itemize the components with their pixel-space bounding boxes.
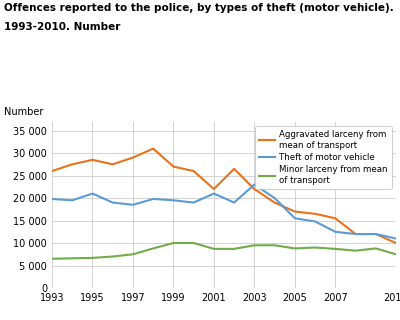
Theft of motor vehicle [313, 220, 318, 223]
Minor larceny from mean
of transport [90, 256, 95, 260]
Theft of motor vehicle [272, 196, 277, 200]
Theft of motor vehicle [171, 198, 176, 202]
Minor larceny from mean
of transport [252, 243, 257, 247]
Aggravated larceny from
mean of transport [353, 232, 358, 236]
Minor larceny from mean
of transport [272, 243, 277, 247]
Line: Aggravated larceny from
mean of transport: Aggravated larceny from mean of transpor… [52, 148, 396, 243]
Theft of motor vehicle [191, 201, 196, 204]
Aggravated larceny from
mean of transport [171, 165, 176, 169]
Theft of motor vehicle [373, 232, 378, 236]
Line: Minor larceny from mean
of transport: Minor larceny from mean of transport [52, 243, 396, 259]
Theft of motor vehicle [232, 201, 236, 204]
Minor larceny from mean
of transport [212, 247, 216, 251]
Aggravated larceny from
mean of transport [212, 187, 216, 191]
Theft of motor vehicle [130, 203, 135, 207]
Aggravated larceny from
mean of transport [50, 169, 54, 173]
Minor larceny from mean
of transport [151, 246, 156, 250]
Theft of motor vehicle [252, 183, 257, 187]
Theft of motor vehicle [151, 197, 156, 201]
Minor larceny from mean
of transport [373, 246, 378, 250]
Legend: Aggravated larceny from
mean of transport, Theft of motor vehicle, Minor larceny: Aggravated larceny from mean of transpor… [255, 126, 392, 189]
Theft of motor vehicle [110, 201, 115, 204]
Aggravated larceny from
mean of transport [333, 216, 338, 220]
Minor larceny from mean
of transport [130, 252, 135, 256]
Minor larceny from mean
of transport [191, 241, 196, 245]
Aggravated larceny from
mean of transport [70, 163, 75, 166]
Theft of motor vehicle [394, 236, 398, 240]
Minor larceny from mean
of transport [171, 241, 176, 245]
Aggravated larceny from
mean of transport [373, 232, 378, 236]
Aggravated larceny from
mean of transport [151, 147, 156, 150]
Aggravated larceny from
mean of transport [313, 212, 318, 216]
Minor larceny from mean
of transport [353, 249, 358, 252]
Minor larceny from mean
of transport [50, 257, 54, 261]
Aggravated larceny from
mean of transport [232, 167, 236, 171]
Aggravated larceny from
mean of transport [110, 163, 115, 166]
Text: Number: Number [4, 107, 43, 117]
Theft of motor vehicle [50, 197, 54, 201]
Theft of motor vehicle [212, 192, 216, 196]
Text: 1993-2010. Number: 1993-2010. Number [4, 22, 120, 32]
Theft of motor vehicle [70, 198, 75, 202]
Minor larceny from mean
of transport [313, 246, 318, 250]
Aggravated larceny from
mean of transport [90, 158, 95, 162]
Minor larceny from mean
of transport [394, 252, 398, 256]
Minor larceny from mean
of transport [110, 255, 115, 259]
Text: Offences reported to the police, by types of theft (motor vehicle).: Offences reported to the police, by type… [4, 3, 394, 13]
Aggravated larceny from
mean of transport [252, 187, 257, 191]
Aggravated larceny from
mean of transport [292, 210, 297, 213]
Theft of motor vehicle [90, 192, 95, 196]
Theft of motor vehicle [292, 216, 297, 220]
Theft of motor vehicle [333, 230, 338, 234]
Minor larceny from mean
of transport [333, 247, 338, 251]
Minor larceny from mean
of transport [70, 256, 75, 260]
Minor larceny from mean
of transport [292, 246, 297, 250]
Minor larceny from mean
of transport [232, 247, 236, 251]
Aggravated larceny from
mean of transport [130, 156, 135, 159]
Aggravated larceny from
mean of transport [191, 169, 196, 173]
Theft of motor vehicle [353, 232, 358, 236]
Aggravated larceny from
mean of transport [394, 241, 398, 245]
Line: Theft of motor vehicle: Theft of motor vehicle [52, 185, 396, 238]
Aggravated larceny from
mean of transport [272, 201, 277, 204]
